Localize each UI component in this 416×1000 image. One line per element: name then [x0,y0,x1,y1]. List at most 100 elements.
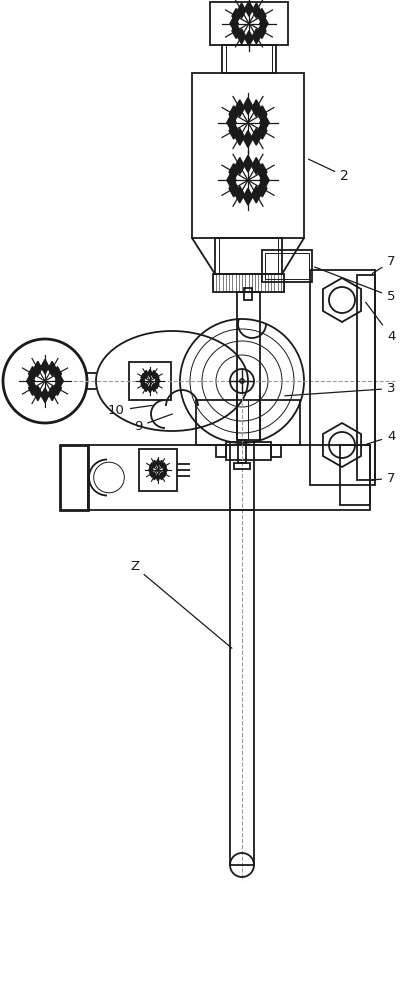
Polygon shape [156,474,160,481]
Polygon shape [160,473,163,480]
Bar [262,250,312,282]
Polygon shape [148,369,152,377]
Polygon shape [229,106,238,123]
Polygon shape [156,377,160,385]
Polygon shape [163,466,167,474]
Polygon shape [160,460,163,467]
Bar [265,253,309,279]
Polygon shape [238,29,246,44]
Polygon shape [232,9,240,24]
Polygon shape [152,460,156,467]
Polygon shape [252,100,261,117]
Polygon shape [258,106,267,123]
Bar [357,275,375,480]
Polygon shape [238,3,246,18]
Polygon shape [252,128,261,145]
Polygon shape [152,473,156,480]
Polygon shape [154,373,159,381]
Polygon shape [34,386,42,401]
Polygon shape [243,98,253,114]
Bar [216,445,226,457]
Polygon shape [235,158,244,174]
Bar [88,445,370,510]
Text: 9: 9 [134,414,172,433]
Polygon shape [229,122,238,139]
Polygon shape [48,361,56,376]
Text: 4: 4 [366,430,395,444]
Polygon shape [245,31,253,46]
Polygon shape [243,155,253,172]
Polygon shape [252,158,261,174]
Polygon shape [229,164,238,180]
Polygon shape [243,188,253,205]
Bar [237,292,260,440]
Polygon shape [156,459,160,466]
Polygon shape [150,463,154,470]
Polygon shape [258,9,266,24]
Polygon shape [258,23,266,38]
Polygon shape [258,122,267,139]
Polygon shape [235,100,244,117]
Polygon shape [252,29,260,44]
Text: 2: 2 [309,159,349,183]
Bar [60,445,88,510]
Polygon shape [55,374,63,388]
Polygon shape [53,367,62,381]
Text: 3: 3 [285,382,396,396]
Polygon shape [144,370,149,378]
Bar [340,445,370,505]
Bar [192,73,304,238]
Polygon shape [162,470,166,477]
Polygon shape [260,114,269,131]
Text: 7: 7 [373,472,396,485]
Polygon shape [29,367,37,381]
Polygon shape [227,172,236,189]
Text: 5: 5 [314,267,396,303]
Polygon shape [152,370,156,378]
Polygon shape [232,23,240,38]
Polygon shape [229,180,238,197]
Polygon shape [29,381,37,395]
Polygon shape [258,180,267,197]
Polygon shape [27,374,35,388]
Polygon shape [243,131,253,147]
Polygon shape [152,384,156,392]
Polygon shape [258,164,267,180]
Bar [238,440,246,463]
Bar [210,2,288,45]
Bar [139,449,177,491]
Bar [244,288,252,300]
Bar [271,445,281,457]
Polygon shape [245,1,253,16]
Polygon shape [235,128,244,145]
Bar [215,238,282,274]
Polygon shape [162,463,166,470]
Polygon shape [41,388,49,403]
Bar [196,400,300,445]
Polygon shape [252,186,261,203]
Bar [213,274,284,292]
Polygon shape [140,377,144,385]
Bar [310,270,375,485]
Polygon shape [144,384,149,392]
Polygon shape [252,3,260,18]
Polygon shape [150,470,154,477]
Text: 4: 4 [366,302,395,343]
Bar [226,442,271,460]
Polygon shape [53,381,62,395]
Polygon shape [154,381,159,389]
Text: 10: 10 [108,404,152,417]
Polygon shape [260,16,268,31]
Polygon shape [41,359,49,374]
Polygon shape [230,16,238,31]
Text: Z: Z [130,560,232,648]
Polygon shape [148,385,152,393]
Polygon shape [235,186,244,203]
Polygon shape [34,361,42,376]
Polygon shape [149,466,153,474]
Polygon shape [260,172,269,189]
Bar [230,510,254,865]
Polygon shape [141,373,146,381]
Bar [234,463,250,469]
Text: 7: 7 [372,255,396,274]
